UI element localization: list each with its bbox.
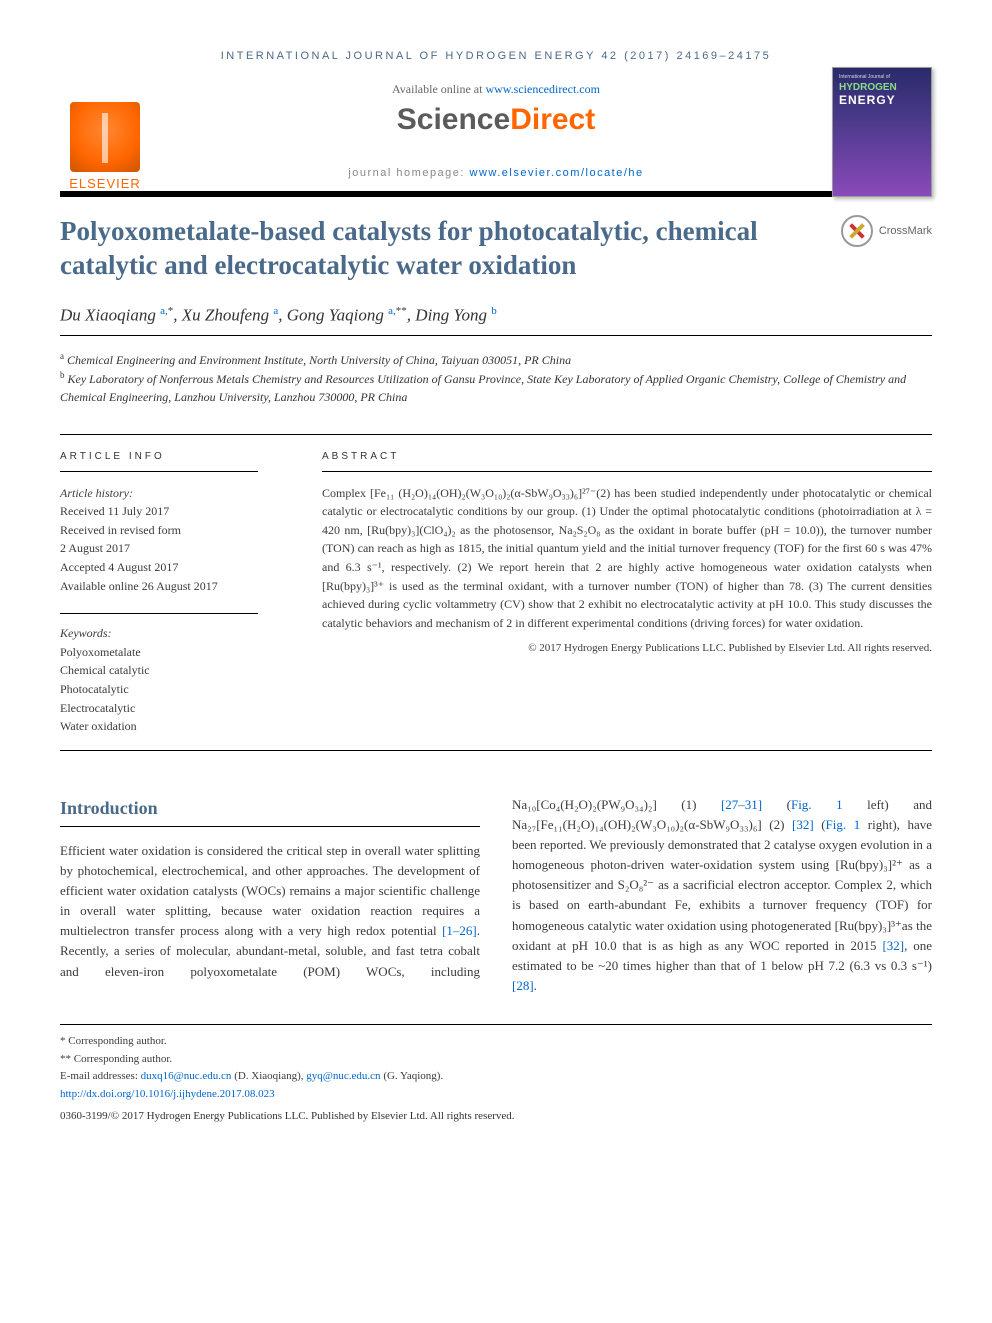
- crossmark-badge[interactable]: CrossMark: [841, 215, 932, 247]
- keyword: Chemical catalytic: [60, 661, 258, 680]
- abstract-text: Complex [Fe₁₁ (H₂O)₁₄(OH)₂(W₃O₁₀)₂(α-SbW…: [322, 484, 932, 633]
- article-info: ARTICLE INFO Article history: Received 1…: [60, 435, 270, 750]
- citation-link[interactable]: [32]: [792, 817, 814, 832]
- sciencedirect-block: Available online at www.sciencedirect.co…: [60, 82, 932, 179]
- available-label: Available online at: [392, 82, 485, 96]
- corresponding-2: ** Corresponding author.: [60, 1051, 932, 1069]
- cover-hydrogen: HYDROGEN: [839, 82, 925, 93]
- journal-cover-thumbnail: International Journal of HYDROGEN ENERGY: [832, 67, 932, 197]
- keywords-label: Keywords:: [60, 624, 258, 643]
- history-label: Article history:: [60, 484, 258, 503]
- elsevier-tree-icon: [70, 102, 140, 172]
- article-info-head: ARTICLE INFO: [60, 449, 258, 472]
- article-title: Polyoxometalate-based catalysts for phot…: [60, 215, 800, 283]
- rule: [60, 191, 932, 197]
- citation-link[interactable]: [27–31]: [721, 797, 762, 812]
- history-line: 2 August 2017: [60, 539, 258, 558]
- affiliation-b: b Key Laboratory of Nonferrous Metals Ch…: [60, 369, 932, 406]
- keyword: Photocatalytic: [60, 680, 258, 699]
- history-line: Available online 26 August 2017: [60, 577, 258, 596]
- figure-link[interactable]: Fig. 1: [791, 797, 843, 812]
- keywords-block: Keywords: Polyoxometalate Chemical catal…: [60, 613, 258, 736]
- abstract-head: ABSTRACT: [322, 449, 932, 472]
- elsevier-name: ELSEVIER: [60, 176, 150, 191]
- footnotes: * Corresponding author. ** Corresponding…: [60, 1024, 932, 1125]
- citation-link[interactable]: [1–26]: [442, 923, 477, 938]
- page: INTERNATIONAL JOURNAL OF HYDROGEN ENERGY…: [0, 0, 992, 1165]
- keyword: Electrocatalytic: [60, 699, 258, 718]
- email-link[interactable]: duxq16@nuc.edu.cn: [141, 1070, 232, 1082]
- homepage-link[interactable]: www.elsevier.com/locate/he: [470, 167, 644, 179]
- keyword: Water oxidation: [60, 717, 258, 736]
- citation-link[interactable]: [32]: [882, 938, 904, 953]
- history-line: Accepted 4 August 2017: [60, 558, 258, 577]
- introduction-head: Introduction: [60, 795, 480, 827]
- doi-link[interactable]: http://dx.doi.org/10.1016/j.ijhydene.201…: [60, 1088, 275, 1100]
- homepage-label: journal homepage:: [348, 167, 469, 179]
- authors: Du Xiaoqiang a,*, Xu Zhoufeng a, Gong Ya…: [60, 305, 932, 337]
- abstract: ABSTRACT Complex [Fe₁₁ (H₂O)₁₄(OH)₂(W₃O₁…: [310, 435, 932, 750]
- sd-logo-prefix: Science: [397, 103, 510, 136]
- affiliation-a: a Chemical Engineering and Environment I…: [60, 350, 932, 369]
- abstract-copyright: © 2017 Hydrogen Energy Publications LLC.…: [322, 640, 932, 657]
- info-abstract-row: ARTICLE INFO Article history: Received 1…: [60, 434, 932, 751]
- sciencedirect-logo: ScienceDirect: [397, 103, 595, 137]
- title-row: Polyoxometalate-based catalysts for phot…: [60, 215, 932, 305]
- available-online: Available online at www.sciencedirect.co…: [60, 82, 932, 97]
- sd-logo-suffix: Direct: [510, 103, 595, 136]
- corresponding-1: * Corresponding author.: [60, 1033, 932, 1051]
- crossmark-label: CrossMark: [879, 225, 932, 237]
- crossmark-icon: [841, 215, 873, 247]
- cover-top-text: International Journal of: [839, 74, 925, 80]
- keyword: Polyoxometalate: [60, 643, 258, 662]
- email-link[interactable]: gyq@nuc.edu.cn: [306, 1070, 380, 1082]
- citation-link[interactable]: [28]: [512, 978, 534, 993]
- figure-link[interactable]: Fig. 1: [826, 817, 861, 832]
- sciencedirect-link[interactable]: www.sciencedirect.com: [485, 82, 600, 96]
- body-columns: Introduction Efficient water oxidation i…: [60, 795, 932, 996]
- email-line: E-mail addresses: duxq16@nuc.edu.cn (D. …: [60, 1068, 932, 1086]
- running-head: INTERNATIONAL JOURNAL OF HYDROGEN ENERGY…: [60, 50, 932, 62]
- masthead: ELSEVIER Available online at www.science…: [60, 82, 932, 179]
- history-line: Received in revised form: [60, 521, 258, 540]
- history-line: Received 11 July 2017: [60, 502, 258, 521]
- journal-homepage: journal homepage: www.elsevier.com/locat…: [60, 167, 932, 179]
- elsevier-logo: ELSEVIER: [60, 102, 150, 191]
- issn-copyright: 0360-3199/© 2017 Hydrogen Energy Publica…: [60, 1108, 932, 1126]
- affiliations: a Chemical Engineering and Environment I…: [60, 350, 932, 406]
- cover-energy: ENERGY: [839, 93, 925, 107]
